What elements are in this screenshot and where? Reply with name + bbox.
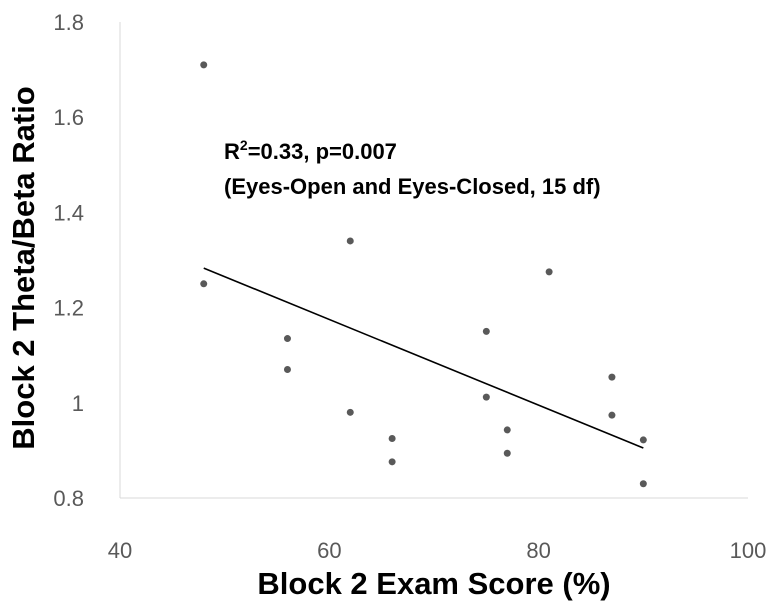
data-point (482, 327, 490, 335)
y-tick-label: 0.8 (53, 486, 84, 511)
data-point (608, 411, 616, 419)
data-point (545, 268, 553, 276)
data-point (482, 393, 490, 401)
data-point (388, 458, 396, 466)
data-point (608, 373, 616, 381)
data-point (346, 237, 354, 245)
trendline (203, 267, 644, 449)
y-tick-label: 1 (72, 391, 84, 416)
data-point (200, 280, 208, 288)
data-point (639, 480, 647, 488)
y-tick-label: 1.8 (53, 10, 84, 35)
x-tick-label: 100 (730, 538, 767, 563)
x-tick-label: 60 (317, 538, 341, 563)
data-point (346, 408, 354, 416)
y-tick-label: 1.4 (53, 200, 84, 225)
x-tick-label: 80 (526, 538, 550, 563)
y-axis-title: Block 2 Theta/Beta Ratio (6, 86, 41, 449)
data-point (388, 435, 396, 442)
x-tick-label: 40 (108, 538, 132, 563)
y-tick-label: 1.2 (53, 296, 84, 321)
data-point (639, 436, 647, 444)
data-point (503, 426, 511, 434)
data-point (200, 61, 208, 69)
annotation-conditions: (Eyes-Open and Eyes-Closed, 15 df) (224, 174, 601, 199)
data-point (503, 449, 511, 457)
x-axis-title: Block 2 Exam Score (%) (257, 566, 610, 601)
y-tick-label: 1.6 (53, 105, 84, 130)
annotation-stats: R2=0.33, p=0.007 (224, 137, 397, 164)
data-point (283, 365, 291, 373)
data-point (283, 335, 291, 343)
